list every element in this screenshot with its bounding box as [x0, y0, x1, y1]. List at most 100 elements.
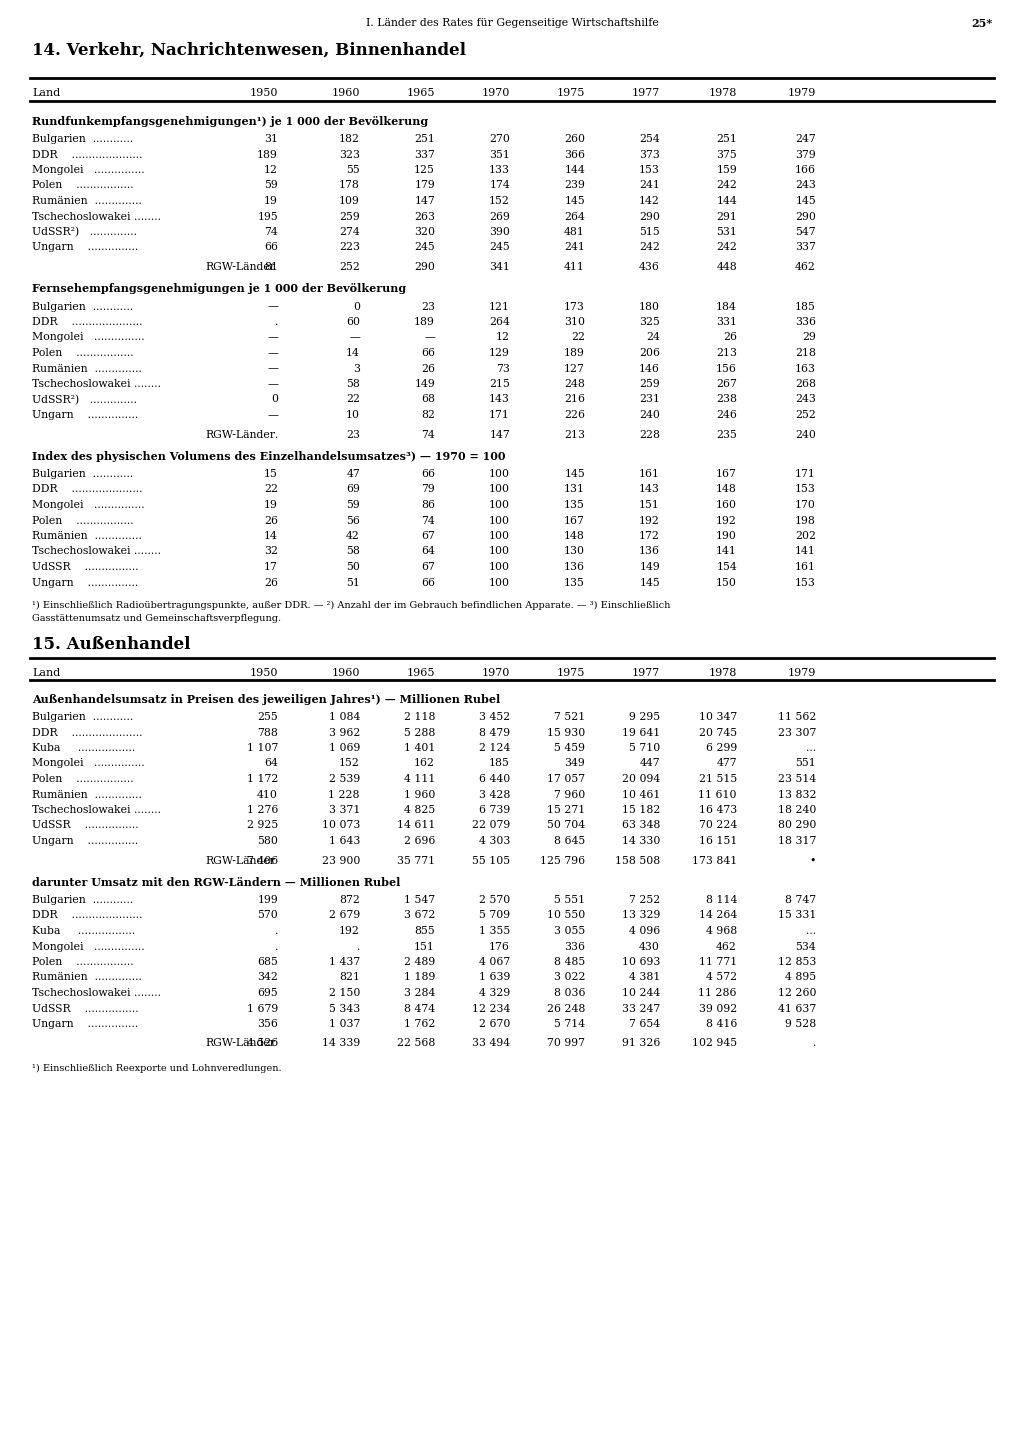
Text: 206: 206	[639, 348, 660, 358]
Text: DDR    .....................: DDR .....................	[32, 484, 142, 494]
Text: 171: 171	[489, 410, 510, 420]
Text: Rumänien  ..............: Rumänien ..............	[32, 195, 142, 205]
Text: 477: 477	[717, 759, 737, 769]
Text: 356: 356	[257, 1019, 278, 1029]
Text: 31: 31	[264, 134, 278, 144]
Text: 251: 251	[414, 134, 435, 144]
Text: 143: 143	[489, 395, 510, 404]
Text: 147: 147	[489, 430, 510, 440]
Text: 12 234: 12 234	[472, 1003, 510, 1013]
Text: Kuba     .................: Kuba .................	[32, 925, 135, 935]
Text: 8 747: 8 747	[784, 895, 816, 905]
Text: Index des physischen Volumens des Einzelhandelsumsatzes³) — 1970 = 100: Index des physischen Volumens des Einzel…	[32, 451, 506, 463]
Text: 66: 66	[421, 578, 435, 588]
Text: 158 508: 158 508	[614, 855, 660, 865]
Text: RGW-Länder: RGW-Länder	[205, 855, 275, 865]
Text: 336: 336	[795, 318, 816, 328]
Text: 70 997: 70 997	[547, 1039, 585, 1049]
Text: 195: 195	[257, 211, 278, 221]
Text: 320: 320	[414, 227, 435, 237]
Text: 10 347: 10 347	[698, 711, 737, 721]
Text: 26 248: 26 248	[547, 1003, 585, 1013]
Text: 174: 174	[489, 181, 510, 191]
Text: 184: 184	[716, 302, 737, 312]
Text: Tschechoslowakei ........: Tschechoslowakei ........	[32, 546, 161, 556]
Text: .: .	[274, 318, 278, 328]
Text: 144: 144	[564, 165, 585, 175]
Text: 379: 379	[796, 149, 816, 160]
Text: 1978: 1978	[709, 668, 737, 678]
Text: 56: 56	[346, 516, 360, 526]
Text: 59: 59	[264, 181, 278, 191]
Text: 23 307: 23 307	[777, 727, 816, 737]
Text: 264: 264	[564, 211, 585, 221]
Text: 351: 351	[489, 149, 510, 160]
Text: 4 111: 4 111	[403, 775, 435, 785]
Text: UdSSR²)   ..............: UdSSR²) ..............	[32, 227, 137, 237]
Text: 263: 263	[414, 211, 435, 221]
Text: Bulgarien  ............: Bulgarien ............	[32, 895, 133, 905]
Text: 213: 213	[716, 348, 737, 358]
Text: 15: 15	[264, 468, 278, 479]
Text: 81: 81	[264, 262, 278, 272]
Text: 130: 130	[564, 546, 585, 556]
Text: 1 355: 1 355	[479, 925, 510, 935]
Text: 19: 19	[264, 195, 278, 205]
Text: 192: 192	[339, 925, 360, 935]
Text: 145: 145	[564, 195, 585, 205]
Text: 239: 239	[564, 181, 585, 191]
Text: 14 330: 14 330	[622, 836, 660, 846]
Text: 242: 242	[716, 181, 737, 191]
Text: 534: 534	[796, 941, 816, 951]
Text: 33 494: 33 494	[472, 1039, 510, 1049]
Text: 2 489: 2 489	[403, 957, 435, 967]
Text: Polen    .................: Polen .................	[32, 775, 133, 785]
Text: Rumänien  ..............: Rumänien ..............	[32, 364, 142, 374]
Text: 1 107: 1 107	[247, 743, 278, 753]
Text: 3 428: 3 428	[478, 789, 510, 799]
Text: 10 693: 10 693	[622, 957, 660, 967]
Text: 2 570: 2 570	[479, 895, 510, 905]
Text: 4 825: 4 825	[403, 805, 435, 815]
Text: 14 264: 14 264	[698, 911, 737, 921]
Text: 213: 213	[564, 430, 585, 440]
Text: 547: 547	[796, 227, 816, 237]
Text: 22: 22	[346, 395, 360, 404]
Text: 1 960: 1 960	[403, 789, 435, 799]
Text: 270: 270	[489, 134, 510, 144]
Text: —: —	[267, 364, 278, 374]
Text: 136: 136	[564, 562, 585, 572]
Text: 55 105: 55 105	[472, 855, 510, 865]
Text: 8 114: 8 114	[706, 895, 737, 905]
Text: 16 473: 16 473	[698, 805, 737, 815]
Text: 373: 373	[639, 149, 660, 160]
Text: 163: 163	[795, 364, 816, 374]
Text: 15. Außenhandel: 15. Außenhandel	[32, 637, 190, 652]
Text: UdSSR    ................: UdSSR ................	[32, 562, 138, 572]
Text: 23: 23	[421, 302, 435, 312]
Text: Tschechoslowakei ........: Tschechoslowakei ........	[32, 989, 161, 999]
Text: 166: 166	[795, 165, 816, 175]
Text: 91 326: 91 326	[622, 1039, 660, 1049]
Text: 2 696: 2 696	[403, 836, 435, 846]
Text: 100: 100	[489, 516, 510, 526]
Text: 241: 241	[564, 243, 585, 253]
Text: 109: 109	[339, 195, 360, 205]
Text: 447: 447	[639, 759, 660, 769]
Text: 1970: 1970	[481, 668, 510, 678]
Text: .: .	[274, 941, 278, 951]
Text: 135: 135	[564, 500, 585, 510]
Text: 551: 551	[796, 759, 816, 769]
Text: 148: 148	[564, 532, 585, 540]
Text: UdSSR    ................: UdSSR ................	[32, 821, 138, 831]
Text: 9 295: 9 295	[629, 711, 660, 721]
Text: 100: 100	[489, 468, 510, 479]
Text: 3 022: 3 022	[554, 973, 585, 983]
Text: Ungarn    ...............: Ungarn ...............	[32, 243, 138, 253]
Text: darunter Umsatz mit den RGW-Ländern — Millionen Rubel: darunter Umsatz mit den RGW-Ländern — Mi…	[32, 877, 400, 888]
Text: Rumänien  ..............: Rumänien ..............	[32, 973, 142, 983]
Text: 11 562: 11 562	[777, 711, 816, 721]
Text: UdSSR²)   ..............: UdSSR²) ..............	[32, 395, 137, 405]
Text: 390: 390	[489, 227, 510, 237]
Text: 100: 100	[489, 562, 510, 572]
